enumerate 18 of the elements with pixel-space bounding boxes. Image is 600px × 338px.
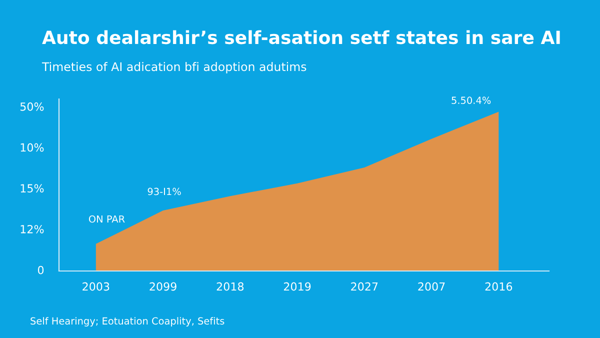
x-tick-label: 2099	[150, 282, 176, 291]
text: Self Hearingy; Eotuation Coaplity, Sefits	[30, 317, 224, 326]
text: 15%	[20, 184, 44, 193]
x-tick-label: 2018	[216, 282, 244, 291]
x-tick-label: 2019	[284, 282, 311, 291]
text: 5.50.4%	[452, 96, 491, 104]
x-tick-label: 2003	[82, 282, 110, 291]
x-tick-label: 2027	[351, 282, 378, 291]
text: 12%	[20, 224, 44, 234]
text: 50%	[20, 102, 44, 111]
text: 0	[38, 266, 44, 274]
x-tick-label: 2016	[485, 282, 512, 291]
chart-subtitle: Timeties of AI adication bfi adoption adutims	[42, 62, 306, 74]
text: 10%	[20, 143, 44, 152]
chart-title: Auto dealarshir’s self-asation setf states in sare AI	[42, 30, 560, 44]
annotation: ON PAR	[88, 215, 125, 223]
annotation: 93-I1%	[148, 188, 181, 196]
x-tick-label: 2007	[418, 282, 445, 291]
